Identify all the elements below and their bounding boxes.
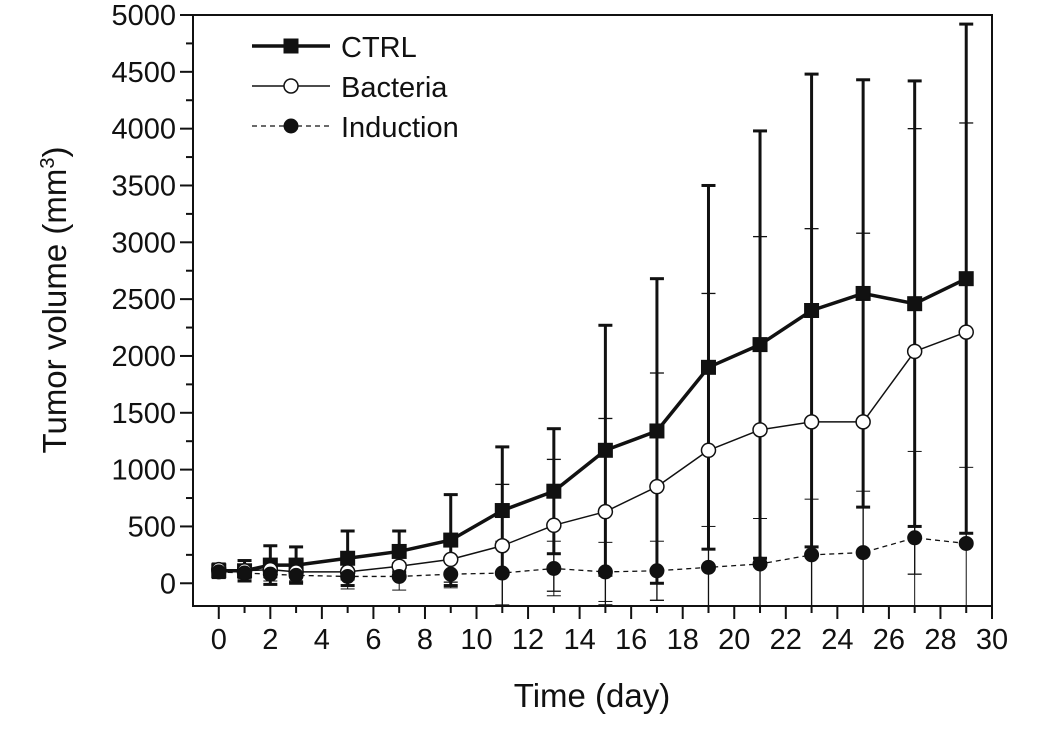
bacteria-point — [444, 552, 458, 566]
bacteria-point — [547, 518, 561, 532]
induction-point — [263, 567, 277, 581]
x-tick-label: 6 — [365, 624, 381, 656]
x-tick-label: 2 — [262, 624, 278, 656]
ctrl-point — [805, 304, 819, 318]
ctrl-point — [341, 551, 355, 565]
y-tick-label: 4500 — [111, 57, 176, 89]
bacteria-point — [959, 325, 973, 339]
ctrl-point — [856, 286, 870, 300]
y-tick-label: 0 — [160, 568, 176, 600]
induction-point — [289, 568, 303, 582]
induction-point — [650, 564, 664, 578]
x-tick-label: 12 — [512, 624, 544, 656]
x-tick-label: 30 — [976, 624, 1008, 656]
induction-point — [212, 565, 226, 579]
x-tick-label: 0 — [211, 624, 227, 656]
ctrl-point — [598, 443, 612, 457]
legend-induction-marker — [284, 119, 298, 133]
series-markers — [212, 272, 973, 584]
induction-point — [856, 546, 870, 560]
ctrl-point — [444, 533, 458, 547]
x-tick-label: 8 — [417, 624, 433, 656]
x-tick-label: 24 — [821, 624, 853, 656]
legend-induction-label: Induction — [341, 112, 459, 144]
ctrl-point — [908, 297, 922, 311]
series-lines — [219, 279, 966, 577]
y-tick-label: 5000 — [111, 0, 176, 32]
bacteria-point — [650, 480, 664, 494]
x-tick-label: 4 — [314, 624, 330, 656]
induction-point — [805, 548, 819, 562]
ctrl-point — [701, 360, 715, 374]
y-axis-label: Tumor volume (mm3) — [36, 147, 73, 454]
bacteria-point — [598, 505, 612, 519]
y-axis-label-end: ) — [36, 147, 73, 158]
ctrl-point — [753, 338, 767, 352]
y-tick-label: 3000 — [111, 227, 176, 259]
bacteria-point — [856, 415, 870, 429]
y-tick-label: 500 — [128, 511, 176, 543]
y-tick-label: 1500 — [111, 398, 176, 430]
x-axis-label: Time (day) — [514, 677, 670, 714]
bacteria-point — [753, 423, 767, 437]
legend-bacteria-marker — [284, 79, 298, 93]
x-tick-label: 28 — [924, 624, 956, 656]
x-tick-label: 18 — [667, 624, 699, 656]
legend-ctrl-marker — [284, 39, 298, 53]
induction-point — [753, 557, 767, 571]
error-bars — [212, 24, 973, 606]
legend-bacteria-label: Bacteria — [341, 72, 448, 104]
y-axis-label-main: Tumor volume (mm — [36, 169, 73, 454]
induction-point — [238, 566, 252, 580]
induction-line — [219, 538, 966, 577]
x-tick-label: 10 — [460, 624, 492, 656]
induction-point — [392, 569, 406, 583]
ctrl-point — [392, 544, 406, 558]
legend: CTRL Bacteria Induction — [252, 32, 459, 144]
y-tick-label: 4000 — [111, 114, 176, 146]
x-tick-label: 16 — [615, 624, 647, 656]
ctrl-point — [650, 424, 664, 438]
ctrl-point — [495, 504, 509, 518]
induction-point — [598, 565, 612, 579]
bacteria-point — [701, 443, 715, 457]
induction-point — [908, 531, 922, 545]
y-tick-label: 2500 — [111, 284, 176, 316]
bacteria-point — [805, 415, 819, 429]
x-tick-label: 22 — [770, 624, 802, 656]
bacteria-point — [908, 344, 922, 358]
x-tick-label: 20 — [718, 624, 750, 656]
induction-point — [547, 561, 561, 575]
x-tick-label: 26 — [873, 624, 905, 656]
induction-point — [959, 536, 973, 550]
legend-ctrl-label: CTRL — [341, 32, 417, 64]
axes-frame — [180, 15, 992, 619]
x-tick-label: 14 — [563, 624, 595, 656]
y-tick-label: 2000 — [111, 341, 176, 373]
y-axis-label-superscript: 3 — [37, 158, 59, 169]
bacteria-line — [219, 332, 966, 572]
plot-frame — [193, 15, 992, 606]
ctrl-point — [547, 484, 561, 498]
ctrl-point — [959, 272, 973, 286]
induction-point — [444, 567, 458, 581]
induction-point — [701, 560, 715, 574]
y-tick-label: 3500 — [111, 170, 176, 202]
y-tick-label: 1000 — [111, 455, 176, 487]
induction-point — [341, 569, 355, 583]
induction-point — [495, 566, 509, 580]
ctrl-line — [219, 279, 966, 571]
bacteria-point — [495, 539, 509, 553]
tick-labels: 0246810121416182022242628300500100015002… — [111, 0, 1008, 656]
